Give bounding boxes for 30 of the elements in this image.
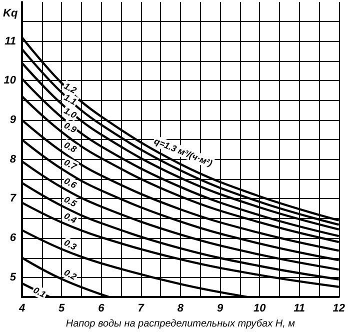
text: 0.8 <box>62 140 78 155</box>
text: 0.3 <box>62 237 78 252</box>
text: 0.9 <box>62 120 78 135</box>
y-tick-label: 7 <box>10 192 17 205</box>
x-tick-label: 8 <box>177 302 184 315</box>
text: 0.5 <box>62 194 80 210</box>
y-tick-label: 5 <box>10 271 17 284</box>
x-tick-label: 11 <box>294 302 305 315</box>
x-tick-label: 9 <box>216 302 224 315</box>
text: 1.0 <box>62 106 78 120</box>
x-axis-title: Напор воды на распределительных трубах Н, м <box>66 318 296 330</box>
x-tick-label: 6 <box>98 302 106 315</box>
text: 0.7 <box>62 157 80 172</box>
x-tick-label: 7 <box>138 302 145 315</box>
y-tick-label: 8 <box>10 153 17 166</box>
x-tick-label: 10 <box>254 302 267 315</box>
text: 0.6 <box>62 176 80 191</box>
text: 0.2 <box>62 267 78 282</box>
text: 0.1 <box>32 284 48 300</box>
x-tick-label: 4 <box>18 302 26 315</box>
y-tick-label: 10 <box>4 74 17 87</box>
text: 0.4 <box>62 210 78 226</box>
text: 1.2 <box>62 80 78 96</box>
y-tick-label: 9 <box>10 114 17 126</box>
y-tick-label: 11 <box>4 35 16 48</box>
x-tick-label: 12 <box>332 302 346 315</box>
x-tick-label: 5 <box>58 302 66 315</box>
y-tick-label: 6 <box>10 232 17 244</box>
text: 1.1 <box>62 92 78 107</box>
y-axis-title: Kq <box>3 8 18 20</box>
